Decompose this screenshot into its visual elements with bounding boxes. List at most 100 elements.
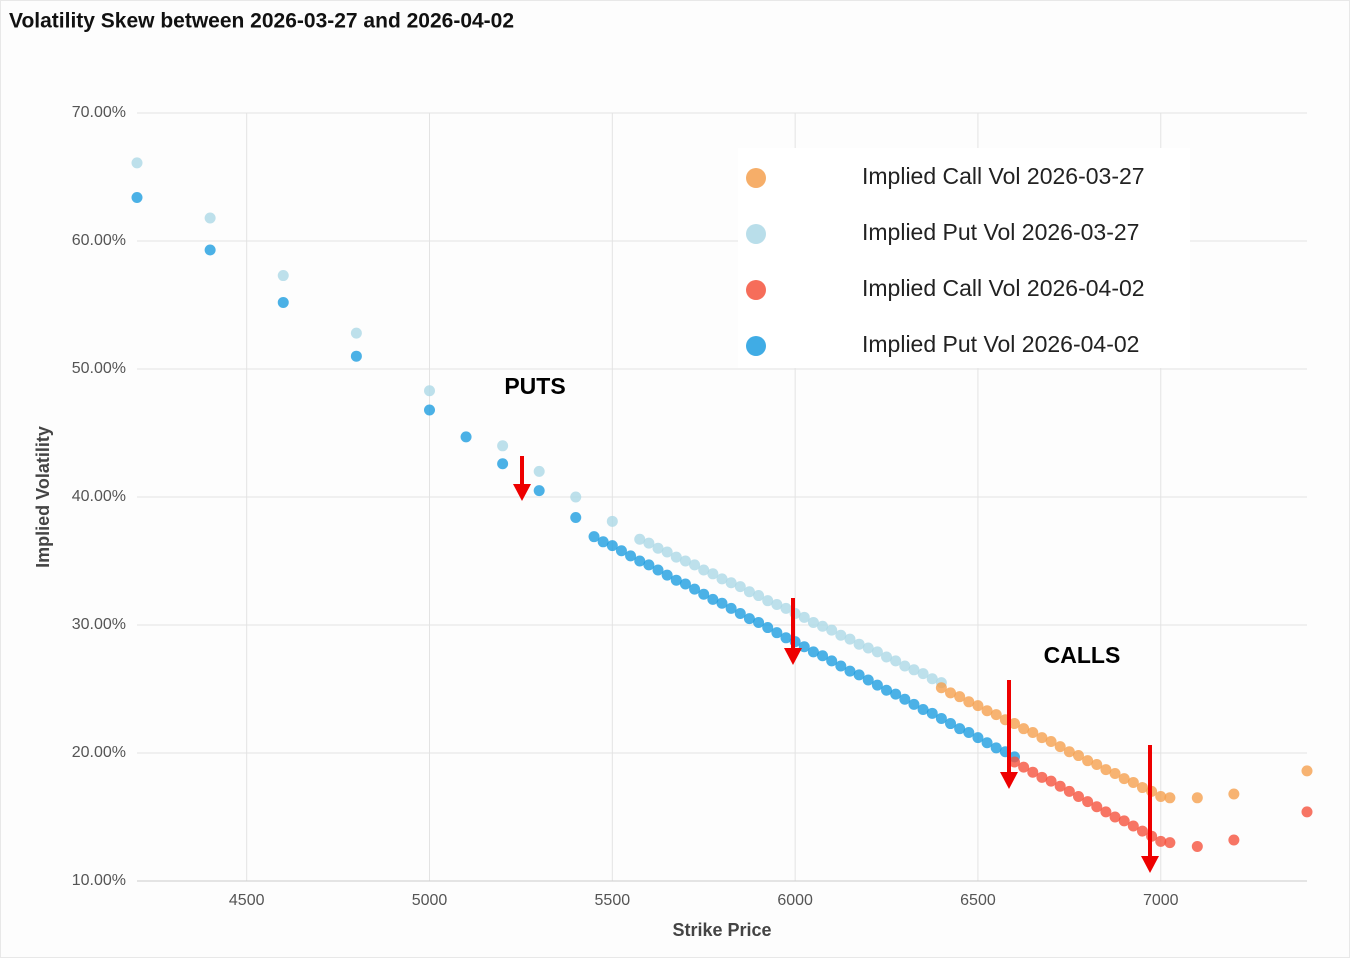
point [597, 536, 609, 548]
point [807, 616, 819, 628]
point [1091, 759, 1103, 771]
point [1228, 788, 1240, 800]
point [1301, 806, 1313, 818]
point [935, 712, 947, 724]
point [1009, 718, 1020, 730]
point [1155, 835, 1167, 847]
point [497, 440, 509, 452]
point [698, 564, 710, 576]
point [945, 687, 957, 699]
y-tick-label: 40.00% [72, 488, 126, 505]
point [679, 578, 691, 590]
point [926, 673, 938, 685]
point [1164, 792, 1176, 804]
point [853, 638, 865, 650]
point [771, 599, 783, 611]
point [1109, 811, 1121, 823]
x-tick-label: 5000 [412, 892, 448, 909]
point [1063, 785, 1075, 797]
point [771, 627, 783, 639]
point [570, 491, 582, 503]
point [716, 573, 728, 585]
point [826, 655, 838, 667]
point [1100, 764, 1112, 776]
point [780, 602, 792, 614]
point [981, 737, 993, 749]
point [277, 270, 289, 282]
point [1136, 782, 1148, 794]
point [881, 651, 893, 663]
y-tick-label: 10.00% [72, 872, 126, 889]
point [862, 674, 874, 686]
point [780, 632, 792, 644]
point [277, 296, 289, 308]
point [963, 696, 975, 708]
y-tick-label: 60.00% [72, 232, 126, 249]
point [762, 622, 774, 634]
point [844, 665, 856, 677]
point [661, 546, 673, 558]
point [1127, 776, 1139, 788]
point [670, 574, 682, 586]
point [725, 602, 737, 614]
point [497, 458, 509, 470]
point [917, 703, 929, 715]
point [871, 646, 883, 658]
points [131, 157, 1313, 852]
point [1301, 765, 1313, 777]
point [890, 688, 902, 700]
point [990, 742, 1002, 754]
point [908, 664, 920, 676]
arrow-head [784, 648, 802, 665]
point [634, 555, 646, 567]
legend-label: Implied Put Vol 2026-04-02 [862, 331, 1139, 357]
point [1118, 773, 1130, 785]
point [1027, 766, 1039, 778]
point [890, 655, 902, 667]
point [1018, 723, 1030, 735]
x-tick-label: 4500 [229, 892, 265, 909]
point [689, 559, 701, 571]
point [615, 545, 627, 557]
point [424, 404, 435, 416]
point [1045, 735, 1057, 747]
point [634, 533, 646, 545]
point [908, 698, 920, 710]
arrows [513, 456, 1159, 873]
point [1045, 775, 1057, 787]
point [844, 633, 856, 645]
point [1027, 727, 1039, 739]
point [661, 569, 673, 581]
point [643, 537, 655, 549]
point [1063, 746, 1075, 758]
point [1228, 834, 1240, 846]
point [570, 511, 582, 523]
point [533, 465, 545, 477]
point [606, 540, 618, 552]
point [698, 588, 710, 600]
point [204, 212, 216, 224]
point [588, 531, 600, 543]
grid: 10.00% 20.00% 30.00% 40.00% 50.00% 60.00% 70.0… [72, 104, 1307, 909]
point [817, 650, 829, 662]
point [899, 660, 911, 672]
y-tick-label: 70.00% [72, 104, 126, 121]
point [972, 732, 984, 744]
x-tick-label: 6000 [777, 892, 813, 909]
point [853, 669, 865, 681]
point [798, 611, 810, 623]
point [350, 350, 362, 362]
point [652, 542, 664, 554]
point [743, 613, 755, 625]
point [990, 709, 1002, 721]
point [981, 705, 993, 717]
chart-title: Volatility Skew between 2026-03-27 and 2… [9, 10, 514, 33]
point [1054, 780, 1066, 792]
point [1127, 820, 1139, 832]
point [716, 597, 728, 609]
point [1072, 791, 1084, 803]
x-tick-label: 5500 [595, 892, 631, 909]
point [707, 593, 719, 605]
